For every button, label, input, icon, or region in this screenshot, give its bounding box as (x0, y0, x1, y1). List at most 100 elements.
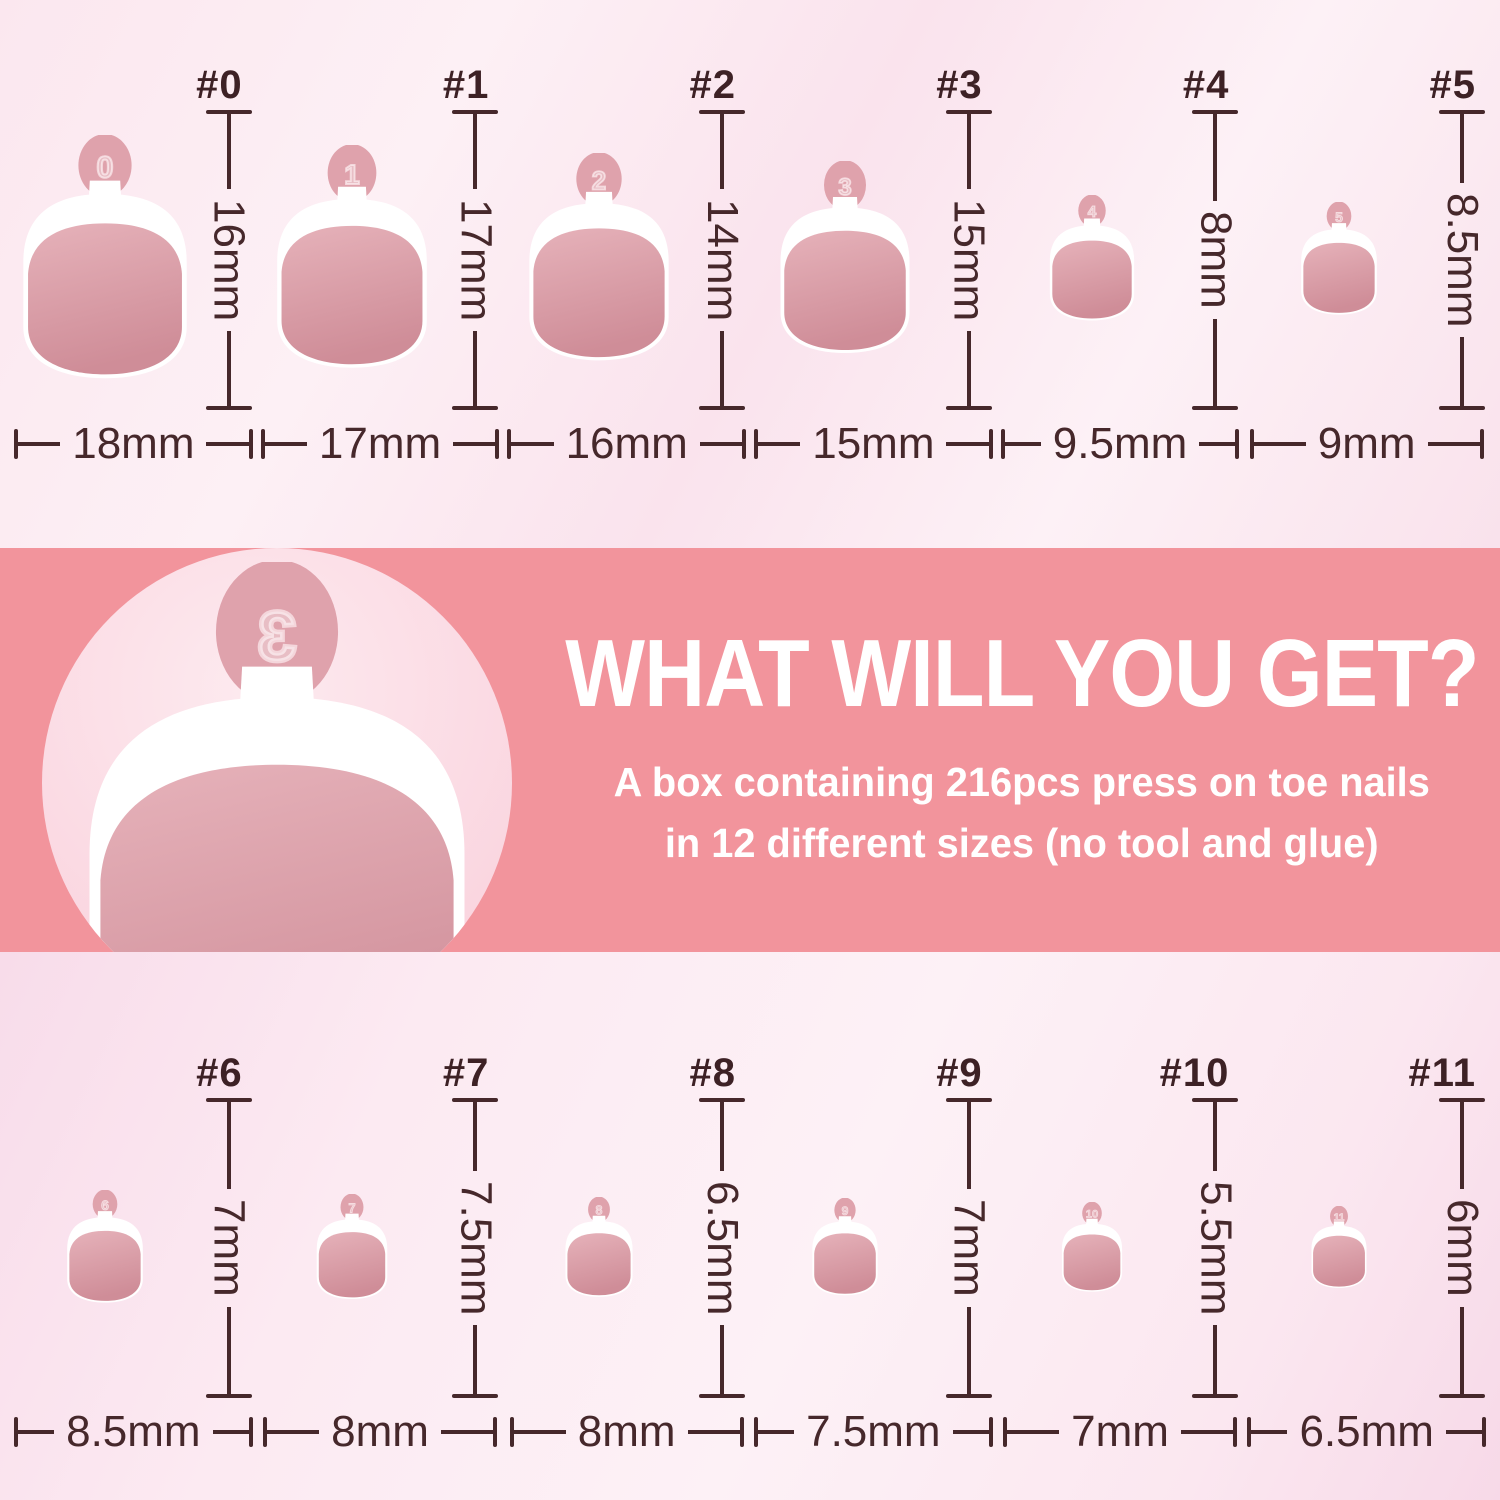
svg-text:4: 4 (1088, 204, 1097, 221)
dimension-line (720, 114, 725, 189)
width-dimension: 9.5mm (997, 422, 1244, 466)
height-value: 7mm (944, 1199, 994, 1297)
dimension-tick (754, 1417, 759, 1447)
width-dimension: 15mm (750, 422, 997, 466)
toe-nail-graphic: 7 (316, 1193, 388, 1299)
svg-text:3: 3 (258, 597, 297, 675)
height-dimension: 17mm (447, 110, 503, 410)
height-dimension: 7mm (941, 1098, 997, 1398)
dimension-line (1007, 1430, 1060, 1434)
dimension-line (513, 1430, 566, 1434)
size-figure-5: #5 5 8.5mm 9mm (1243, 0, 1490, 548)
nail-closeup-photo: 3 (42, 548, 512, 952)
dimension-line (966, 1102, 971, 1190)
banner-copy: WHAT WILL YOU GET? A box containing 216p… (552, 548, 1492, 952)
width-dimension: 17mm (257, 422, 504, 466)
dimension-tick (507, 429, 512, 459)
toe-nail-graphic: 4 (1049, 195, 1135, 321)
dimension-tick (945, 1394, 992, 1398)
dimension-line (1253, 442, 1306, 446)
dimension-tick (1479, 429, 1484, 459)
dimension-tick (1192, 406, 1239, 410)
height-dimension: 6mm (1434, 1098, 1490, 1398)
toe-nail-graphic: 8 (565, 1196, 633, 1297)
dimension-tick (1249, 429, 1254, 459)
width-value: 8.5mm (66, 1407, 201, 1456)
size-label: #4 (1182, 63, 1230, 107)
dimension-tick (205, 1394, 252, 1398)
dimension-line (473, 114, 478, 189)
height-dimension: 5.5mm (1187, 1098, 1243, 1399)
dimension-line (511, 442, 554, 446)
dimension-line (720, 1325, 725, 1395)
size-figure-11: #11 11 6mm 6.5mm (1243, 952, 1490, 1500)
dimension-tick (945, 110, 992, 114)
dimension-tick (1482, 1417, 1487, 1447)
dimension-tick (739, 1417, 744, 1447)
dimension-tick (205, 406, 252, 410)
dimension-tick (1192, 1098, 1239, 1102)
dimension-line (264, 442, 307, 446)
size-figure-1: #1 1 17mm 17mm (257, 0, 504, 548)
size-figure-8: #8 8 6.5mm 8mm (503, 952, 750, 1500)
width-dimension: 8mm (257, 1410, 504, 1454)
dimension-tick (1247, 1417, 1252, 1447)
height-value: 8.5mm (1438, 192, 1488, 328)
size-label: #5 (1429, 63, 1477, 107)
dimension-line (952, 1430, 989, 1434)
size-label: #0 (196, 63, 243, 107)
dimension-line (720, 331, 725, 406)
svg-text:3: 3 (839, 174, 852, 201)
size-label: #3 (936, 63, 983, 107)
width-value: 7.5mm (806, 1407, 941, 1456)
dimension-tick (988, 429, 993, 459)
info-banner: 3 WHAT WILL YOU GET? A box containing 21… (0, 548, 1500, 952)
dimension-line (1460, 337, 1465, 407)
dimension-line (18, 1430, 55, 1434)
dimension-line (1460, 114, 1465, 183)
dimension-line (699, 442, 743, 446)
dimension-tick (1439, 110, 1486, 114)
dimension-line (1199, 442, 1236, 446)
height-value: 7mm (204, 1199, 254, 1297)
size-label: #7 (442, 1051, 490, 1095)
dimension-tick (1439, 1098, 1486, 1102)
dimension-tick (1235, 429, 1240, 459)
dimension-line (966, 1306, 971, 1394)
size-chart-top-row: #0 0 16mm 18mm #1 1 (0, 0, 1500, 548)
size-figure-7: #7 7 7.5mm 8mm (257, 952, 504, 1500)
dimension-tick (945, 406, 992, 410)
dimension-tick (14, 1417, 18, 1447)
width-dimension: 8.5mm (10, 1410, 257, 1454)
dimension-line (226, 1306, 231, 1394)
svg-text:8: 8 (595, 1203, 602, 1217)
size-chart-bottom-row: #6 6 7mm 8.5mm #7 7 (0, 952, 1500, 1500)
dimension-line (946, 442, 989, 446)
height-value: 6.5mm (698, 1180, 748, 1316)
dimension-line (473, 331, 478, 406)
svg-text:2: 2 (591, 168, 605, 196)
dimension-tick (495, 429, 500, 459)
svg-text:7: 7 (348, 1200, 355, 1215)
height-value: 15mm (944, 198, 994, 322)
dimension-line (966, 331, 971, 406)
toe-nail-graphic: 6 (67, 1189, 144, 1303)
dimension-line (1004, 442, 1041, 446)
dimension-line (1445, 1430, 1483, 1434)
height-dimension: 6.5mm (694, 1098, 750, 1399)
dimension-line (226, 1102, 231, 1190)
width-value: 17mm (318, 419, 442, 468)
dimension-tick (260, 429, 265, 459)
size-figure-10: #10 10 5.5mm 7mm (997, 952, 1244, 1500)
toe-nail-graphic: 9 (812, 1197, 879, 1296)
height-value: 6mm (1438, 1199, 1488, 1297)
dimension-tick (1003, 1417, 1008, 1447)
dimension-tick (205, 1098, 252, 1102)
dimension-tick (452, 1098, 499, 1102)
width-dimension: 7mm (997, 1410, 1244, 1454)
height-value: 14mm (698, 198, 748, 322)
dimension-line (1251, 1430, 1288, 1434)
svg-text:11: 11 (1333, 1212, 1344, 1223)
toe-nail-graphic: 0 (23, 134, 188, 378)
width-value: 8mm (331, 1407, 429, 1456)
